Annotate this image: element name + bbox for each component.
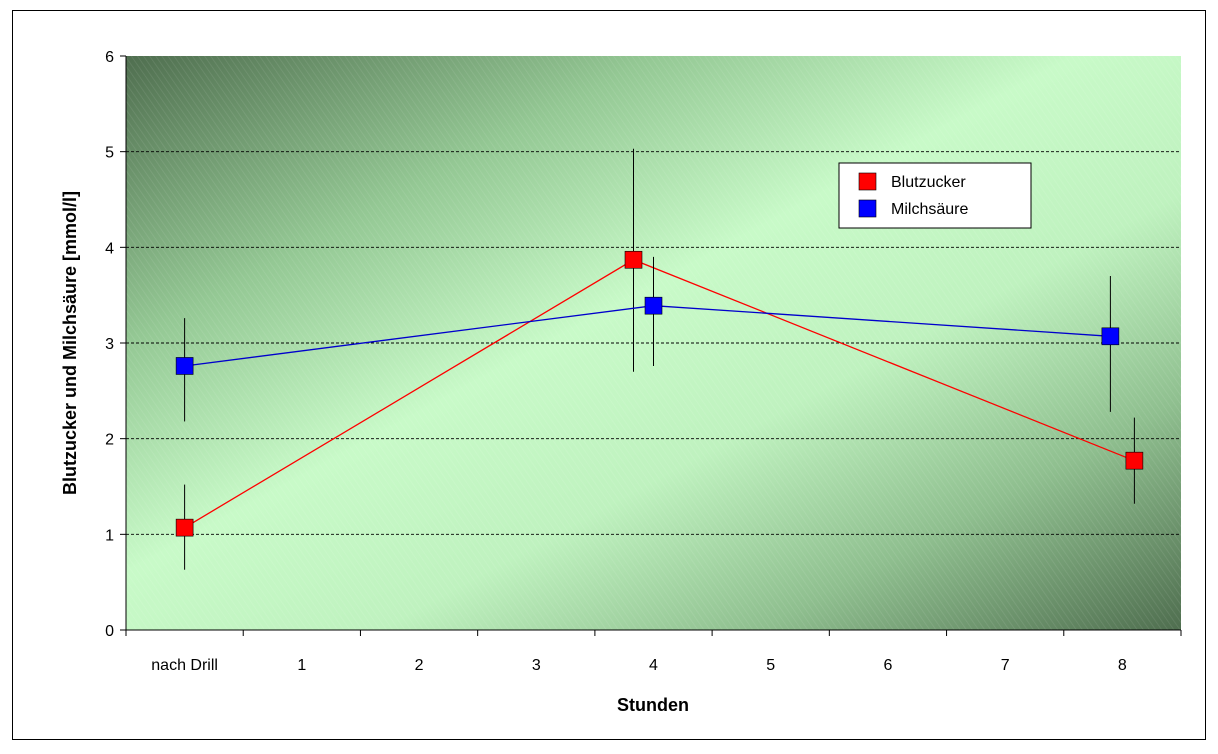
y-tick-label-1: 1 bbox=[105, 527, 114, 544]
data-point-0-0 bbox=[175, 518, 194, 537]
y-axis-title: Blutzucker und Milchsäure [mmol/l] bbox=[60, 191, 80, 495]
data-point-0-1 bbox=[624, 250, 643, 269]
x-tick-label-2: 2 bbox=[415, 657, 424, 674]
y-tick-label-0: 0 bbox=[105, 623, 114, 640]
series-1 bbox=[175, 256, 1120, 422]
legend-marker-blutzucker bbox=[858, 172, 877, 191]
x-axis-title: Stunden bbox=[617, 695, 689, 715]
y-tick-label-3: 3 bbox=[105, 336, 114, 353]
y-tick-label-6: 6 bbox=[105, 49, 114, 66]
y-tick-label-2: 2 bbox=[105, 432, 114, 449]
x-tick-label-3: 3 bbox=[532, 657, 541, 674]
x-tick-label-7: 7 bbox=[1001, 657, 1010, 674]
x-tick-label-0: nach Drill bbox=[151, 657, 218, 674]
axes bbox=[120, 55, 1182, 636]
x-tick-label-6: 6 bbox=[883, 657, 892, 674]
legend-label-milchsaeure: Milchsäure bbox=[891, 201, 968, 218]
data-point-1-1 bbox=[644, 296, 663, 315]
y-tick-label-5: 5 bbox=[105, 145, 114, 162]
x-tick-label-8: 8 bbox=[1118, 657, 1127, 674]
x-tick-label-1: 1 bbox=[297, 657, 306, 674]
series-layer bbox=[175, 148, 1144, 570]
x-tick-label-4: 4 bbox=[649, 657, 658, 674]
legend-marker-milchsaeure bbox=[858, 199, 877, 218]
data-point-1-2 bbox=[1101, 327, 1120, 346]
x-tick-label-5: 5 bbox=[766, 657, 775, 674]
x-tick-labels: nach Drill 1 2 3 4 5 6 7 8 bbox=[151, 657, 1127, 674]
series-0 bbox=[175, 148, 1144, 570]
y-tick-labels: 0 1 2 3 4 5 6 bbox=[105, 49, 114, 640]
data-point-1-0 bbox=[175, 357, 194, 375]
legend: Blutzucker Milchsäure bbox=[838, 162, 1032, 229]
legend-label-blutzucker: Blutzucker bbox=[891, 174, 966, 191]
data-point-0-2 bbox=[1125, 451, 1144, 470]
y-tick-label-4: 4 bbox=[105, 240, 114, 257]
